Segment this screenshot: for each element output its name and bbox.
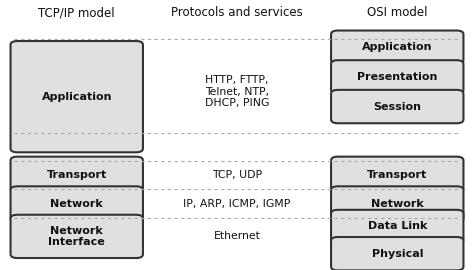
Text: Data Link: Data Link [367,221,427,231]
Text: Application: Application [42,92,112,102]
Text: Transport: Transport [367,170,428,180]
Text: Protocols and services: Protocols and services [171,6,303,19]
Text: Session: Session [373,102,421,112]
FancyBboxPatch shape [331,237,464,270]
Text: Network
Interface: Network Interface [48,226,105,247]
FancyBboxPatch shape [10,186,143,222]
FancyBboxPatch shape [331,157,464,193]
Text: OSI model: OSI model [367,6,428,19]
Text: Ethernet: Ethernet [214,231,260,241]
Text: HTTP, FTTP,
Telnet, NTP,
DHCP, PING: HTTP, FTTP, Telnet, NTP, DHCP, PING [205,75,269,108]
FancyBboxPatch shape [331,186,464,222]
FancyBboxPatch shape [331,31,464,64]
Text: IP, ARP, ICMP, IGMP: IP, ARP, ICMP, IGMP [183,199,291,209]
FancyBboxPatch shape [331,90,464,123]
FancyBboxPatch shape [10,157,143,193]
Text: TCP/IP model: TCP/IP model [38,6,115,19]
FancyBboxPatch shape [331,60,464,94]
Text: TCP, UDP: TCP, UDP [212,170,262,180]
FancyBboxPatch shape [10,215,143,258]
FancyBboxPatch shape [10,41,143,152]
Text: Application: Application [362,42,432,52]
Text: Network: Network [50,199,103,209]
Text: Network: Network [371,199,424,209]
Text: Presentation: Presentation [357,72,438,82]
Text: Transport: Transport [46,170,107,180]
Text: Physical: Physical [372,249,423,259]
FancyBboxPatch shape [331,210,464,243]
